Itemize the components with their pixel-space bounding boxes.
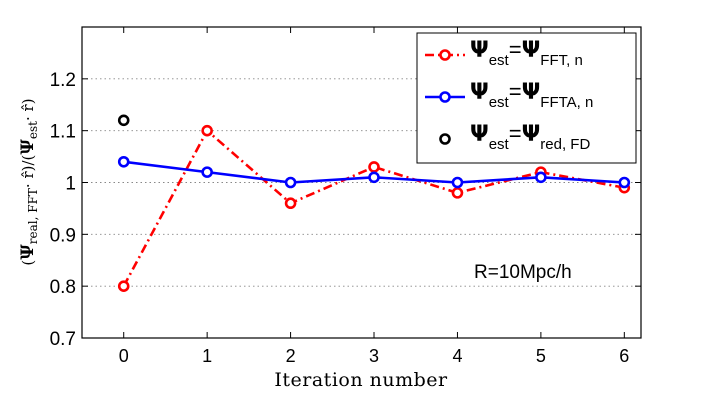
legend-label-1: Ψest=ΨFFTA, n — [470, 79, 593, 111]
x-tick-label-4: 4 — [452, 346, 462, 366]
grid — [82, 78, 641, 287]
y-label-sub-est: est — [26, 121, 40, 139]
legend-psi-b-1: Ψ — [522, 80, 541, 105]
y-label-psi-real: Ψ — [18, 244, 38, 260]
y-label-psi-est: Ψ — [18, 139, 38, 155]
legend-sub-a-2: est — [489, 136, 510, 153]
legend-sub-b-2: red, FD — [540, 136, 590, 153]
x-tick-label-6: 6 — [619, 346, 629, 366]
y-tick-label-3: 1 — [65, 174, 76, 195]
annotation-radius: R=10Mpc/h — [474, 262, 572, 283]
x-tick-label-5: 5 — [536, 346, 546, 366]
x-axis-label: Iteration number — [274, 369, 448, 391]
series-1-point-2 — [284, 176, 297, 189]
series-0-point-2 — [284, 197, 297, 210]
legend-sub-a-0: est — [489, 52, 510, 69]
legend-label-2: Ψest=Ψred, FD — [470, 121, 590, 153]
legend-sub-b-0: FFT, n — [540, 52, 583, 69]
y-tick-label-2: 0.9 — [50, 225, 76, 246]
legend-eq-1: = — [509, 79, 522, 104]
series-1-point-6 — [618, 176, 631, 189]
series-layer — [117, 114, 631, 292]
x-tick-label-3: 3 — [369, 346, 379, 366]
x-tick-label-1: 1 — [202, 346, 212, 366]
series-2-point-0 — [117, 114, 130, 127]
y-label-mid: )/( — [19, 155, 37, 172]
series-1 — [117, 155, 631, 189]
legend-sub-b-1: FFTA, n — [540, 94, 593, 111]
legend-psi-a-1: Ψ — [470, 80, 489, 105]
y-tick-label-5: 1.2 — [50, 70, 76, 91]
y-label-close: ) — [19, 98, 37, 104]
series-1-point-0 — [117, 155, 130, 168]
y-label-open: ( — [19, 260, 37, 266]
svg-text:(Ψreal, FFT· r̂)/(Ψest· r̂): (Ψreal, FFT· r̂)/(Ψest· r̂) — [18, 98, 40, 265]
legend-eq-0: = — [509, 37, 522, 62]
x-axis-ticks: 0 1 2 3 4 5 6 — [119, 27, 629, 366]
y-label-dot-r2: · r̂ — [19, 103, 37, 121]
legend-sub-a-1: est — [489, 94, 510, 111]
legend-label-0: Ψest=ΨFFT, n — [470, 37, 583, 69]
series-0-point-0 — [117, 280, 130, 292]
series-1-point-3 — [368, 171, 380, 184]
series-0-point-4 — [451, 187, 464, 199]
y-axis-ticks: 0.7 0.8 0.9 1 1.1 1.2 — [50, 70, 641, 350]
legend-psi-b-0: Ψ — [522, 38, 541, 63]
y-tick-label-4: 1.1 — [50, 122, 76, 143]
x-tick-label-2: 2 — [286, 346, 296, 366]
legend-entry-2: Ψest=Ψred, FD — [439, 121, 590, 153]
legend-swatch-marker-0 — [439, 49, 451, 61]
series-0-point-3 — [368, 161, 380, 173]
legend-entry-1: Ψest=ΨFFTA, n — [425, 79, 593, 111]
y-tick-label-1: 0.8 — [50, 277, 76, 298]
legend-psi-a-2: Ψ — [470, 122, 489, 147]
series-0-point-1 — [201, 124, 213, 137]
legend-psi-a-0: Ψ — [470, 38, 489, 63]
series-2 — [117, 114, 130, 127]
y-label-dot-r1: · r̂ — [19, 171, 37, 189]
x-tick-label-0: 0 — [119, 346, 129, 366]
y-label-sub-real: real, FFT — [26, 188, 40, 244]
legend-entry-0: Ψest=ΨFFT, n — [425, 37, 583, 69]
y-tick-label-0: 0.7 — [50, 329, 76, 350]
y-axis-label: (Ψreal, FFT· r̂)/(Ψest· r̂) — [18, 98, 40, 265]
series-1-point-5 — [535, 171, 547, 184]
legend-swatch-marker-1 — [439, 91, 451, 103]
series-1-point-1 — [201, 166, 213, 178]
legend-psi-b-2: Ψ — [522, 122, 541, 147]
series-1-point-4 — [451, 176, 464, 189]
legend-swatch-marker-2 — [439, 133, 451, 145]
legend-eq-2: = — [509, 121, 522, 146]
